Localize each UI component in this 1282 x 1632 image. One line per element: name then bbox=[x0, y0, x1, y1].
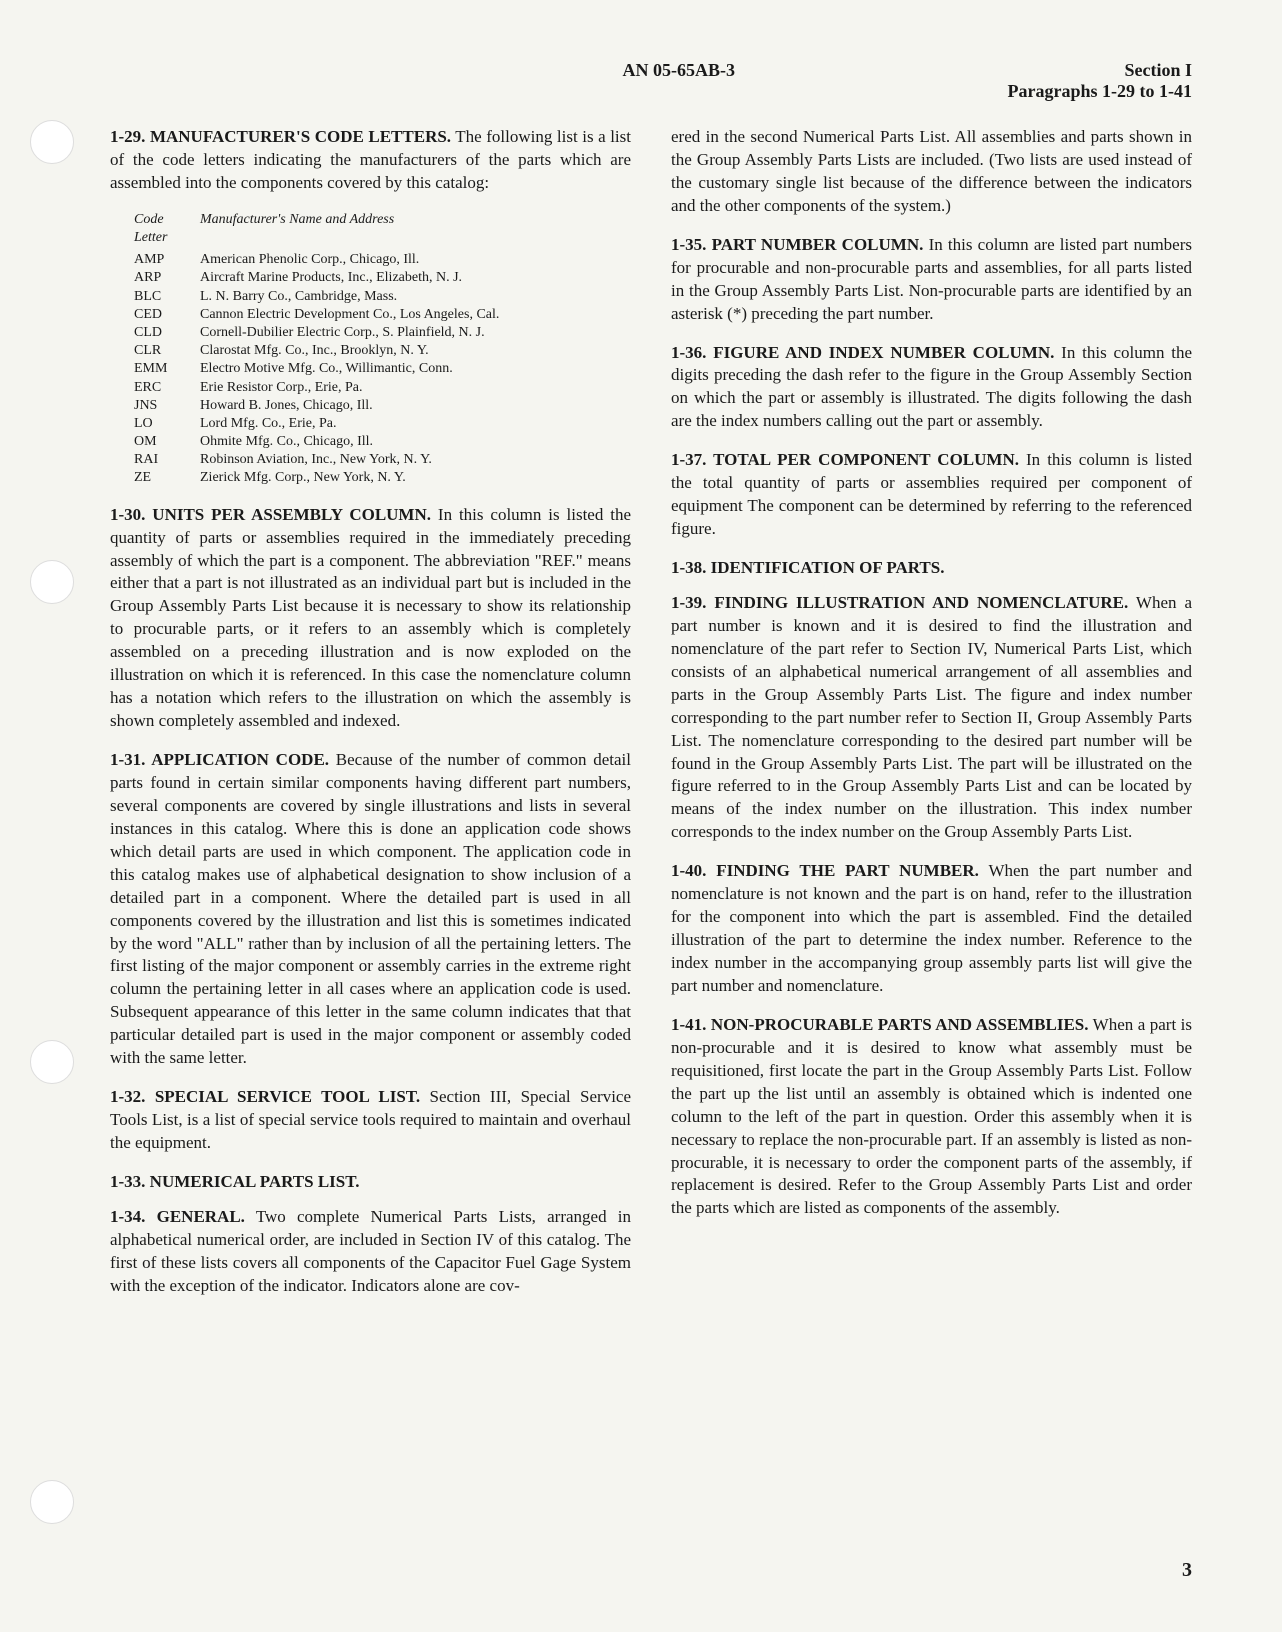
table-header: Code Letter Manufacturer's Name and Addr… bbox=[110, 211, 631, 247]
page-number: 3 bbox=[1182, 1559, 1192, 1582]
code-letter: OM bbox=[110, 433, 200, 451]
manufacturer-name: Lord Mfg. Co., Erie, Pa. bbox=[200, 415, 631, 433]
paragraph-1-31: 1-31. APPLICATION CODE. Because of the n… bbox=[110, 749, 631, 1070]
manufacturer-name: Cannon Electric Development Co., Los Ang… bbox=[200, 306, 631, 324]
manufacturer-name: Clarostat Mfg. Co., Inc., Brooklyn, N. Y… bbox=[200, 342, 631, 360]
code-letter: EMM bbox=[110, 360, 200, 378]
paragraph-1-34-continued: ered in the second Numerical Parts List.… bbox=[671, 126, 1192, 218]
table-row: CLDCornell-Dubilier Electric Corp., S. P… bbox=[110, 324, 631, 342]
manufacturer-name: Howard B. Jones, Chicago, Ill. bbox=[200, 397, 631, 415]
para-heading: 1-34. GENERAL. bbox=[110, 1207, 245, 1226]
table-row: ARPAircraft Marine Products, Inc., Eliza… bbox=[110, 269, 631, 287]
paragraph-1-32: 1-32. SPECIAL SERVICE TOOL LIST. Section… bbox=[110, 1086, 631, 1155]
para-heading: 1-41. NON-PROCURABLE PARTS AND ASSEMBLIE… bbox=[671, 1015, 1089, 1034]
para-text: In this column is listed the quantity of… bbox=[110, 505, 631, 730]
para-heading: 1-36. FIGURE AND INDEX NUMBER COLUMN. bbox=[671, 343, 1054, 362]
table-row: ERCErie Resistor Corp., Erie, Pa. bbox=[110, 379, 631, 397]
left-column: 1-29. MANUFACTURER'S CODE LETTERS. The f… bbox=[110, 126, 631, 1314]
code-letter: CED bbox=[110, 306, 200, 324]
paragraph-1-29: 1-29. MANUFACTURER'S CODE LETTERS. The f… bbox=[110, 126, 631, 195]
para-heading: 1-37. TOTAL PER COMPONENT COLUMN. bbox=[671, 450, 1019, 469]
manufacturer-name: Cornell-Dubilier Electric Corp., S. Plai… bbox=[200, 324, 631, 342]
paragraph-1-38: 1-38. IDENTIFICATION OF PARTS. bbox=[671, 557, 1192, 580]
table-row: EMMElectro Motive Mfg. Co., Willimantic,… bbox=[110, 360, 631, 378]
para-heading: 1-31. APPLICATION CODE. bbox=[110, 750, 329, 769]
section-label: Section I bbox=[1008, 60, 1192, 81]
header-code-letter: Code Letter bbox=[110, 211, 200, 247]
header-manufacturer: Manufacturer's Name and Address bbox=[200, 211, 631, 247]
punch-hole bbox=[30, 560, 74, 604]
paragraph-1-36: 1-36. FIGURE AND INDEX NUMBER COLUMN. In… bbox=[671, 342, 1192, 434]
manufacturer-name: Robinson Aviation, Inc., New York, N. Y. bbox=[200, 451, 631, 469]
manufacturer-name: American Phenolic Corp., Chicago, Ill. bbox=[200, 251, 631, 269]
code-letter: ARP bbox=[110, 269, 200, 287]
paragraph-1-35: 1-35. PART NUMBER COLUMN. In this column… bbox=[671, 234, 1192, 326]
code-letter: AMP bbox=[110, 251, 200, 269]
table-row: CLRClarostat Mfg. Co., Inc., Brooklyn, N… bbox=[110, 342, 631, 360]
manufacturer-name: Ohmite Mfg. Co., Chicago, Ill. bbox=[200, 433, 631, 451]
para-text: Because of the number of common detail p… bbox=[110, 750, 631, 1067]
paragraph-range: Paragraphs 1-29 to 1-41 bbox=[1008, 81, 1192, 102]
manufacturer-name: Zierick Mfg. Corp., New York, N. Y. bbox=[200, 469, 631, 487]
para-text: When the part number and nomenclature is… bbox=[671, 861, 1192, 995]
table-row: JNSHoward B. Jones, Chicago, Ill. bbox=[110, 397, 631, 415]
code-letter: ERC bbox=[110, 379, 200, 397]
table-row: LOLord Mfg. Co., Erie, Pa. bbox=[110, 415, 631, 433]
code-letter: CLD bbox=[110, 324, 200, 342]
paragraph-1-40: 1-40. FINDING THE PART NUMBER. When the … bbox=[671, 860, 1192, 998]
page-header: AN 05-65AB-3 Section I Paragraphs 1-29 t… bbox=[110, 60, 1192, 102]
right-column: ered in the second Numerical Parts List.… bbox=[671, 126, 1192, 1314]
paragraph-1-39: 1-39. FINDING ILLUSTRATION AND NOMENCLAT… bbox=[671, 592, 1192, 844]
manufacturer-name: L. N. Barry Co., Cambridge, Mass. bbox=[200, 288, 631, 306]
content-area: 1-29. MANUFACTURER'S CODE LETTERS. The f… bbox=[110, 126, 1192, 1314]
para-heading: 1-32. SPECIAL SERVICE TOOL LIST. bbox=[110, 1087, 420, 1106]
document-number: AN 05-65AB-3 bbox=[350, 60, 1008, 81]
manufacturer-code-table: Code Letter Manufacturer's Name and Addr… bbox=[110, 211, 631, 488]
table-row: CEDCannon Electric Development Co., Los … bbox=[110, 306, 631, 324]
table-row: RAIRobinson Aviation, Inc., New York, N.… bbox=[110, 451, 631, 469]
paragraph-1-41: 1-41. NON-PROCURABLE PARTS AND ASSEMBLIE… bbox=[671, 1014, 1192, 1220]
punch-hole bbox=[30, 1040, 74, 1084]
table-row: BLCL. N. Barry Co., Cambridge, Mass. bbox=[110, 288, 631, 306]
para-heading: 1-35. PART NUMBER COLUMN. bbox=[671, 235, 923, 254]
code-letter: ZE bbox=[110, 469, 200, 487]
para-text: When a part number is known and it is de… bbox=[671, 593, 1192, 841]
code-letter: CLR bbox=[110, 342, 200, 360]
paragraph-1-34: 1-34. GENERAL. Two complete Numerical Pa… bbox=[110, 1206, 631, 1298]
para-heading: 1-40. FINDING THE PART NUMBER. bbox=[671, 861, 979, 880]
paragraph-1-30: 1-30. UNITS PER ASSEMBLY COLUMN. In this… bbox=[110, 504, 631, 733]
para-heading: 1-39. FINDING ILLUSTRATION AND NOMENCLAT… bbox=[671, 593, 1128, 612]
table-row: AMPAmerican Phenolic Corp., Chicago, Ill… bbox=[110, 251, 631, 269]
code-letter: BLC bbox=[110, 288, 200, 306]
manufacturer-name: Electro Motive Mfg. Co., Willimantic, Co… bbox=[200, 360, 631, 378]
paragraph-1-37: 1-37. TOTAL PER COMPONENT COLUMN. In thi… bbox=[671, 449, 1192, 541]
para-heading: 1-30. UNITS PER ASSEMBLY COLUMN. bbox=[110, 505, 431, 524]
code-letter: RAI bbox=[110, 451, 200, 469]
table-row: ZEZierick Mfg. Corp., New York, N. Y. bbox=[110, 469, 631, 487]
punch-hole bbox=[30, 120, 74, 164]
code-letter: LO bbox=[110, 415, 200, 433]
manufacturer-name: Aircraft Marine Products, Inc., Elizabet… bbox=[200, 269, 631, 287]
table-row: OMOhmite Mfg. Co., Chicago, Ill. bbox=[110, 433, 631, 451]
code-letter: JNS bbox=[110, 397, 200, 415]
para-text: When a part is non-procurable and it is … bbox=[671, 1015, 1192, 1218]
manufacturer-name: Erie Resistor Corp., Erie, Pa. bbox=[200, 379, 631, 397]
para-heading: 1-29. MANUFACTURER'S CODE LETTERS. bbox=[110, 127, 451, 146]
paragraph-1-33: 1-33. NUMERICAL PARTS LIST. bbox=[110, 1171, 631, 1194]
punch-hole bbox=[30, 1480, 74, 1524]
